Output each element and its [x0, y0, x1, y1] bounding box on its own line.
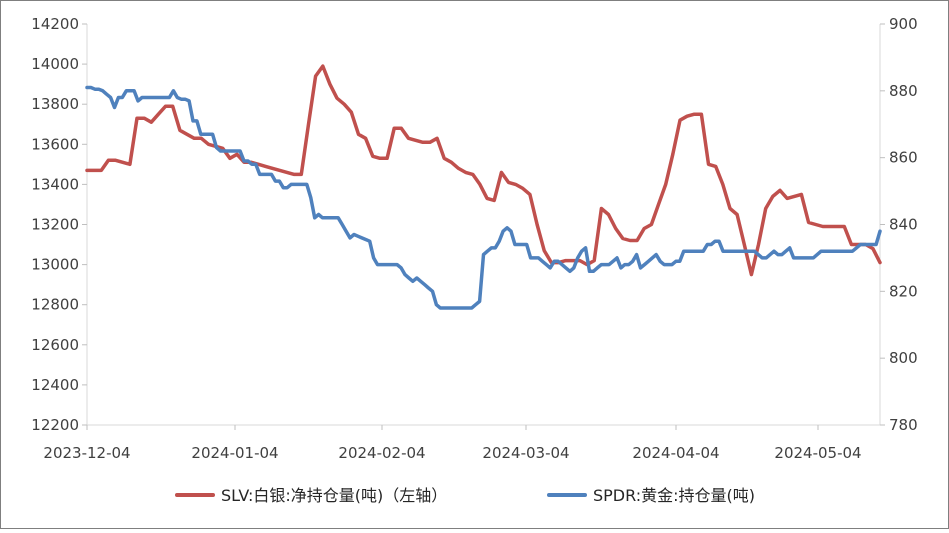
right-tick-label: 860 [889, 149, 918, 167]
x-tick-label: 2024-04-04 [632, 444, 719, 462]
left-tick-label: 13400 [31, 175, 79, 193]
x-tick-label: 2024-01-04 [191, 444, 278, 462]
series-lines [85, 64, 882, 310]
left-tick-label: 14200 [31, 15, 79, 33]
x-tick-label: 2024-03-04 [482, 444, 569, 462]
series-line-slv [85, 64, 882, 277]
left-tick-label: 12800 [31, 296, 79, 314]
series-line-spdr [85, 85, 882, 310]
left-tick-label: 13600 [31, 135, 79, 153]
right-tick-label: 880 [889, 82, 918, 100]
right-tick-label: 800 [889, 349, 918, 367]
left-tick-label: 13000 [31, 256, 79, 274]
legend: SLV:白银:净持仓量(吨)（左轴） SPDR:黄金:持仓量(吨) [175, 486, 755, 505]
left-tick-label: 12600 [31, 336, 79, 354]
right-tick-label: 900 [889, 15, 918, 33]
right-tick-label: 840 [889, 216, 918, 234]
right-tick-label: 780 [889, 416, 918, 434]
left-tick-label: 12200 [31, 416, 79, 434]
left-tick-label: 14000 [31, 55, 79, 73]
left-tick-label: 12400 [31, 376, 79, 394]
legend-label-slv: SLV:白银:净持仓量(吨)（左轴） [221, 486, 447, 505]
x-axis-ticks: 2023-12-04 2024-01-04 2024-02-04 2024-03-04… [43, 425, 862, 462]
right-tick-label: 820 [889, 282, 918, 300]
legend-label-spdr: SPDR:黄金:持仓量(吨) [593, 486, 755, 505]
right-axis-ticks: 780 800 820 840 860 880 900 [880, 15, 918, 434]
left-tick-label: 13200 [31, 216, 79, 234]
x-tick-label: 2024-05-04 [774, 444, 861, 462]
x-tick-label: 2023-12-04 [43, 444, 130, 462]
x-tick-label: 2024-02-04 [338, 444, 425, 462]
left-tick-label: 13800 [31, 95, 79, 113]
left-axis-ticks: 12200 12400 12600 12800 13000 13200 13400 13600… [31, 15, 87, 434]
